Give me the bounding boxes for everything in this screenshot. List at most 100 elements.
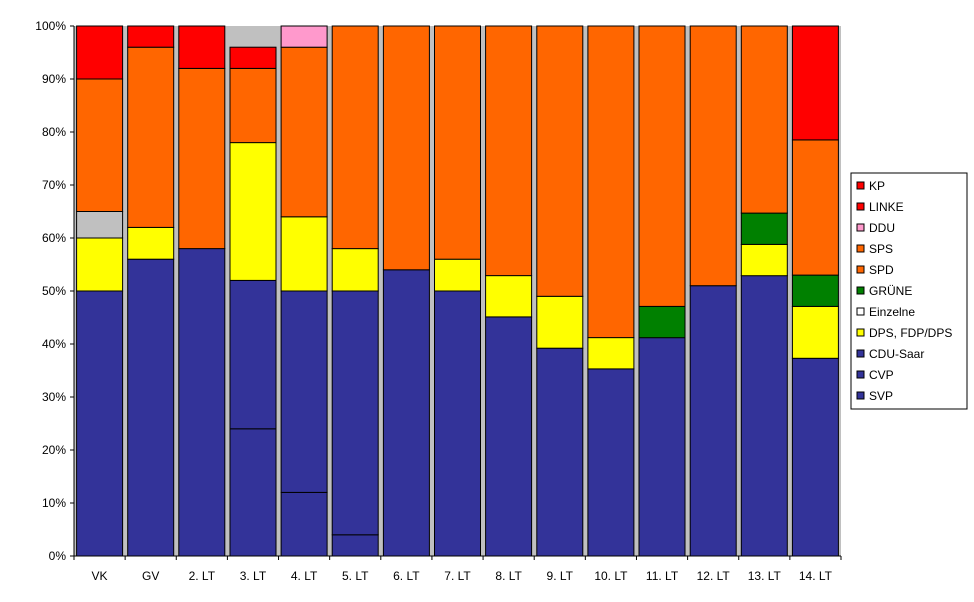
bar-segment-cdu-saar-8 [485, 316, 533, 557]
x-tick-label: 9. LT [547, 569, 574, 583]
bar-segment-sps-1 [127, 46, 175, 228]
bar-segment-spd-7 [434, 25, 481, 260]
x-tick-label: 14. LT [799, 569, 833, 583]
y-tick-label: 80% [42, 125, 66, 139]
bars-layer [76, 25, 839, 557]
bar-segment-sps-4 [280, 46, 328, 218]
bar-segment-dps-fdp-dps-3 [229, 142, 277, 281]
bar-segment-cdu-saar-14 [791, 357, 839, 557]
x-ticks-layer: VK GV 2. LT 3. LT 4. LT 5. LT 6. LT 7. LT 8. LT 9… [73, 556, 842, 583]
x-tick-label: 7. LT [444, 569, 471, 583]
legend-swatch [856, 286, 865, 295]
bar-segment-kp-2 [178, 25, 226, 69]
y-tick-label: 90% [42, 72, 66, 86]
bar-segment-spd-12 [689, 25, 737, 287]
x-tick-label: 4. LT [291, 569, 318, 583]
bar-segment-sps-2 [178, 67, 226, 250]
legend-swatch [856, 244, 865, 253]
bar-segment-kp-0 [76, 25, 124, 80]
legend-label: CDU-Saar [869, 347, 924, 361]
x-tick-label: 3. LT [240, 569, 267, 583]
bar-segment-spd-9 [536, 25, 584, 297]
bar-segment-cvp-3 [229, 279, 277, 430]
legend-swatch [856, 265, 865, 274]
bar-segment-kp-3 [229, 46, 277, 69]
x-tick-label: GV [142, 569, 159, 583]
bar-segment-einzelne-0 [76, 211, 124, 239]
x-tick-label: 12. LT [697, 569, 731, 583]
bar-segment-dps-fdp-dps-0 [76, 237, 124, 292]
legend-swatch [856, 328, 865, 337]
legend-label: CVP [869, 368, 894, 382]
legend-swatch [856, 370, 865, 379]
y-tick-label: 40% [42, 337, 66, 351]
bar-segment-cvp-4 [280, 290, 328, 493]
bar-segment-cdu-saar-13 [740, 275, 788, 557]
y-tick-label: 0% [49, 549, 67, 563]
bar-segment-svp-3 [229, 428, 277, 557]
legend-label: Einzelne [869, 305, 915, 319]
bar-segment-cdu-saar-12 [689, 285, 737, 557]
legend-label: DDU [869, 221, 895, 235]
legend-swatch [856, 181, 865, 190]
bar-segment-cvp-5 [331, 290, 379, 536]
bar-segment-sps-3 [229, 67, 277, 144]
legend-label: GRÜNE [869, 284, 912, 298]
legend-label: SVP [869, 389, 893, 403]
legend-label: LINKE [869, 200, 904, 214]
legend-swatch [856, 391, 865, 400]
legend-label: SPD [869, 263, 894, 277]
bar-segment-cdu-saar-9 [536, 347, 584, 557]
bar-segment-gr-ne-14 [791, 274, 839, 307]
y-tick-label: 70% [42, 178, 66, 192]
y-tick-label: 10% [42, 496, 66, 510]
y-tick-label: 30% [42, 390, 66, 404]
bar-segment-cdu-saar-11 [638, 337, 686, 557]
legend-label: SPS [869, 242, 893, 256]
bar-segment-cdu-saar-6 [382, 269, 430, 557]
bar-segment-cdu-saar-7 [434, 290, 481, 557]
bar-segment-svp-5 [331, 534, 379, 557]
x-tick-label: 11. LT [646, 569, 679, 583]
x-tick-label: 13. LT [748, 569, 782, 583]
y-ticks-layer: 0% 10% 20% 30% 40% 50% 60% 70% 80% 90% 100% [35, 19, 74, 563]
x-tick-label: VK [92, 569, 108, 583]
legend-label: DPS, FDP/DPS [869, 326, 952, 340]
x-tick-label: 6. LT [393, 569, 420, 583]
x-tick-label: 2. LT [189, 569, 216, 583]
bar-segment-svp-4 [280, 491, 328, 557]
bar-segment-dps-fdp-dps-10 [587, 337, 635, 370]
bar-segment-sps-0 [76, 78, 124, 212]
bar-segment-dps-fdp-dps-4 [280, 216, 328, 292]
bar-segment-kp-1 [127, 25, 175, 48]
bar-segment-spd-6 [382, 25, 430, 271]
legend: KP LINKE DDU SPS SPD GRÜNE Einzelne DPS, FDP/DP… [850, 172, 968, 410]
bar-segment-dps-fdp-dps-9 [536, 295, 584, 349]
bar-segment-dps-fdp-dps-13 [740, 243, 788, 277]
legend-swatch [856, 202, 865, 211]
bar-segment-linke-14 [791, 25, 839, 141]
y-tick-label: 60% [42, 231, 66, 245]
bar-segment-svp-1 [127, 258, 175, 557]
x-tick-label: 10. LT [594, 569, 628, 583]
bar-segment-cdu-saar-10 [587, 368, 635, 557]
bar-segment-dps-fdp-dps-5 [331, 248, 379, 292]
legend-label: KP [869, 179, 885, 193]
x-tick-label: 8. LT [495, 569, 522, 583]
bar-segment-spd-5 [331, 25, 379, 250]
bar-segment-svp-2 [178, 248, 226, 557]
x-tick-label: 5. LT [342, 569, 369, 583]
bar-segment-dps-fdp-dps-7 [434, 258, 481, 292]
y-tick-label: 100% [35, 19, 66, 33]
bar-segment-spd-8 [485, 25, 533, 277]
bar-segment-spd-14 [791, 139, 839, 276]
bar-segment-svp-0 [76, 290, 124, 557]
bar-segment-spd-13 [740, 25, 788, 214]
bar-segment-dps-fdp-dps-8 [485, 275, 533, 318]
bar-segment-spd-10 [587, 25, 635, 339]
bar-segment-gr-ne-13 [740, 212, 788, 245]
legend-swatch [856, 223, 865, 232]
bar-segment-dps-fdp-dps-14 [791, 305, 839, 359]
legend-swatch [856, 307, 865, 316]
